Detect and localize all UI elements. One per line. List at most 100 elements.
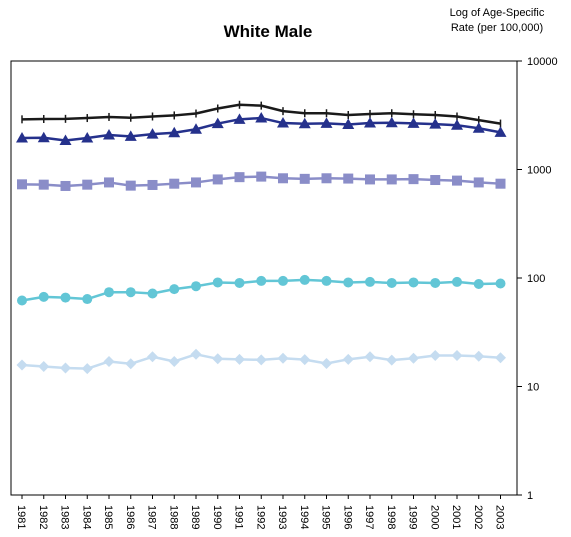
- y-axis-title: Log of Age-Specific Rate (per 100,000): [412, 6, 571, 36]
- data-point: [429, 350, 441, 362]
- data-point: [147, 288, 158, 299]
- y-tick-label: 1000: [527, 165, 551, 177]
- data-point: [104, 287, 114, 298]
- data-point: [298, 117, 311, 129]
- data-point: [16, 132, 28, 143]
- x-tick-label: 1994: [298, 505, 310, 529]
- data-point: [146, 128, 159, 139]
- data-point: [255, 354, 267, 366]
- y-axis-title-line-1: Log of Age-Specific: [449, 7, 545, 19]
- y-tick-label: 100: [527, 273, 545, 285]
- series-1: [21, 100, 502, 128]
- series-5: [16, 348, 506, 375]
- y-axis: 10000 1000 100 10 1: [517, 56, 558, 502]
- x-tick-label: 2001: [450, 505, 462, 529]
- data-point: [495, 352, 506, 364]
- data-point: [38, 179, 49, 190]
- series-4: [17, 274, 506, 306]
- data-point: [343, 277, 354, 288]
- data-point: [343, 173, 354, 184]
- data-point: [452, 175, 462, 186]
- data-point: [342, 353, 354, 365]
- data-point: [125, 180, 136, 191]
- data-point: [169, 178, 180, 189]
- data-point: [17, 295, 27, 306]
- data-point: [364, 351, 376, 363]
- data-point: [408, 352, 419, 364]
- data-point: [278, 275, 288, 286]
- data-point: [212, 174, 223, 185]
- data-point: [365, 174, 375, 185]
- data-point: [191, 281, 201, 292]
- series-2: [16, 112, 507, 146]
- data-point: [38, 291, 49, 302]
- data-point: [60, 362, 71, 374]
- data-point: [299, 274, 310, 285]
- series-layer: [16, 100, 507, 375]
- data-point: [277, 117, 289, 128]
- data-point: [386, 277, 397, 288]
- x-tick-label: 2002: [472, 505, 484, 529]
- data-point: [212, 353, 224, 365]
- data-point: [103, 355, 115, 367]
- data-point: [429, 118, 442, 129]
- x-tick-label: 1999: [407, 505, 419, 529]
- data-point: [17, 179, 27, 190]
- data-point: [365, 276, 375, 287]
- data-point: [452, 276, 462, 287]
- data-point: [495, 278, 506, 289]
- data-point: [103, 128, 115, 140]
- data-point: [278, 173, 288, 184]
- data-point: [60, 180, 71, 191]
- data-point: [430, 175, 441, 186]
- data-point: [364, 117, 376, 128]
- x-axis: 1981 1982 1983 1984 1985 1986 1987 1988 1989 1990…: [15, 495, 506, 529]
- data-point: [38, 360, 50, 372]
- data-point: [385, 116, 398, 128]
- data-point: [168, 355, 180, 367]
- x-tick-label: 1991: [233, 505, 245, 529]
- data-point: [124, 130, 137, 141]
- y-tick-label: 10000: [527, 56, 558, 68]
- data-point: [299, 354, 311, 366]
- data-point: [82, 294, 93, 305]
- x-tick-label: 2000: [428, 505, 440, 529]
- data-point: [256, 171, 267, 182]
- data-point: [430, 277, 441, 288]
- data-point: [234, 353, 245, 365]
- data-point: [473, 177, 484, 188]
- data-point: [321, 357, 332, 369]
- data-point: [37, 131, 50, 143]
- data-point: [125, 287, 136, 298]
- data-point: [147, 179, 158, 190]
- data-point: [255, 112, 268, 123]
- data-point: [256, 275, 267, 286]
- x-tick-label: 1985: [102, 505, 114, 529]
- data-point: [16, 359, 28, 371]
- data-point: [212, 277, 223, 288]
- y-axis-title-line-2: Rate (per 100,000): [450, 22, 544, 34]
- x-tick-label: 1989: [189, 505, 201, 529]
- data-point: [451, 350, 463, 362]
- x-tick-label: 1993: [276, 505, 288, 529]
- data-point: [82, 179, 93, 190]
- data-point: [408, 174, 419, 185]
- data-point: [59, 134, 72, 146]
- data-point: [147, 351, 158, 363]
- x-tick-label: 1992: [254, 505, 266, 529]
- x-tick-label: 1995: [320, 505, 332, 529]
- data-point: [234, 172, 245, 183]
- x-tick-label: 1997: [363, 505, 375, 529]
- x-tick-label: 2003: [494, 505, 506, 529]
- data-point: [473, 350, 485, 362]
- data-point: [386, 354, 398, 366]
- data-point: [104, 177, 114, 188]
- data-point: [407, 117, 420, 128]
- x-tick-label: 1986: [124, 505, 136, 529]
- y-tick-label: 10: [527, 382, 539, 394]
- data-point: [81, 132, 94, 143]
- data-point: [190, 348, 202, 360]
- data-point: [473, 279, 484, 290]
- data-point: [408, 277, 419, 288]
